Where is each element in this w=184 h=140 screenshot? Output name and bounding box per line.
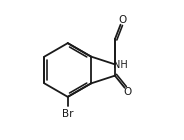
Text: O: O bbox=[124, 87, 132, 97]
Text: Br: Br bbox=[62, 109, 73, 119]
Text: O: O bbox=[118, 15, 126, 25]
Text: NH: NH bbox=[113, 60, 128, 70]
